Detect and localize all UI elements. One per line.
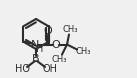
Text: HO: HO — [15, 64, 29, 74]
Text: B: B — [32, 54, 40, 64]
Text: O: O — [52, 40, 60, 50]
Text: CH₃: CH₃ — [51, 55, 67, 64]
Text: N: N — [31, 39, 39, 50]
Text: CH₃: CH₃ — [62, 25, 78, 34]
Text: CH₃: CH₃ — [75, 47, 91, 56]
Text: H: H — [36, 45, 44, 55]
Text: OH: OH — [42, 64, 58, 74]
Text: O: O — [44, 26, 52, 35]
